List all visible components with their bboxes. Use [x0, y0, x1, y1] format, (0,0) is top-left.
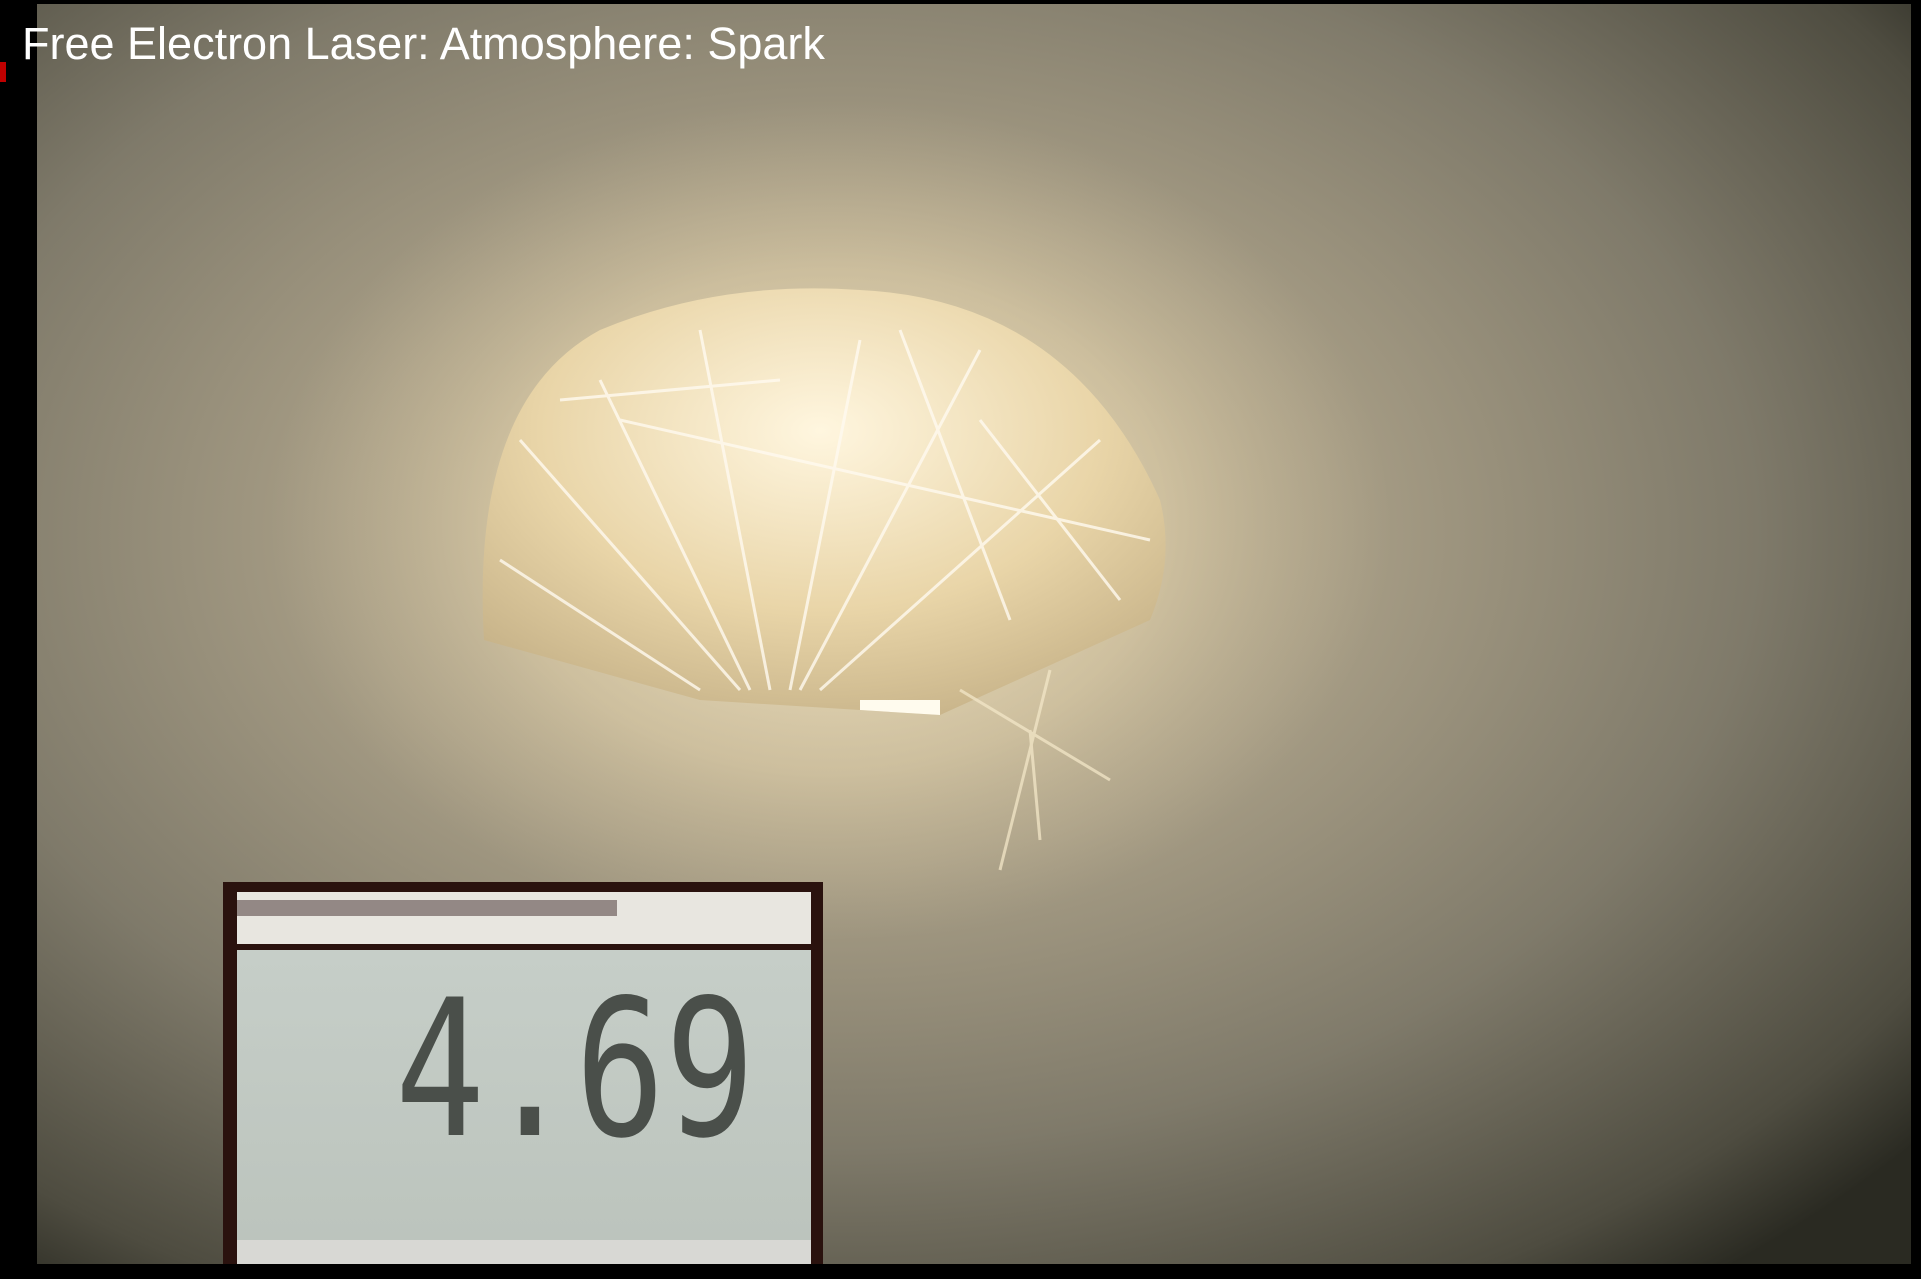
meter-inset: 4.69 — [223, 882, 823, 1264]
meter-bottom — [237, 1240, 811, 1264]
spark-disc — [482, 288, 1166, 715]
meter-reading: 4.69 — [395, 959, 755, 1180]
meter-lcd — [237, 950, 811, 1240]
meter-label-strip — [237, 892, 811, 944]
slide-title: Free Electron Laser: Atmosphere: Spark — [22, 18, 825, 69]
stray-sparks — [959, 669, 1111, 871]
edge-mark — [0, 62, 6, 82]
meter-brand — [237, 900, 617, 916]
